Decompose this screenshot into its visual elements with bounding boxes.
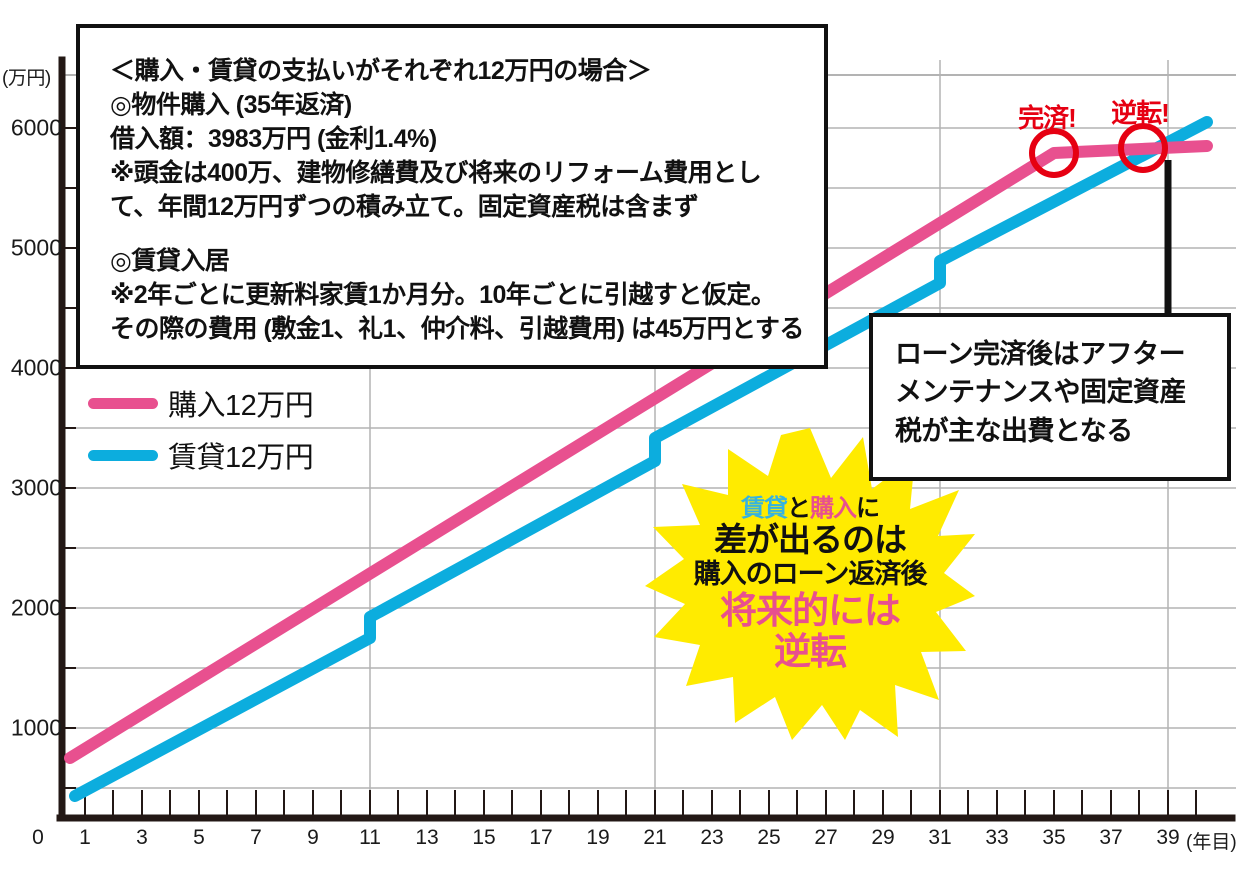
x-axis-ticks — [84, 790, 1197, 818]
x-tick-31: 31 — [928, 826, 952, 849]
x-tick-23: 23 — [700, 826, 724, 849]
assumptions-line-2: ◎物件購入 (35年返済) — [110, 91, 352, 119]
x-tick-13: 13 — [415, 826, 439, 849]
assumptions-line-5: て、年間12万円ずつの積み立て。固定資産税は含まず — [110, 193, 699, 221]
reversal-marker-circle — [1118, 123, 1168, 173]
legend-item-purchase[interactable]: 購入12万円 — [88, 382, 314, 424]
after-loan-callout: ローン完済後はアフター メンテナンスや固定資産 税が主な出費となる — [869, 313, 1231, 481]
legend-item-rent[interactable]: 賃貸12万円 — [88, 434, 314, 476]
x-tick-25: 25 — [757, 826, 781, 849]
x-tick-9: 9 — [307, 826, 319, 849]
after-loan-line-1: ローン完済後はアフター — [895, 339, 1186, 369]
x-axis-unit-label: (年目) — [1186, 832, 1236, 853]
y-tick-5000: 5000 — [10, 234, 62, 261]
assumptions-spacer — [110, 224, 798, 244]
legend-swatch-purchase — [88, 397, 158, 409]
x-tick-27: 27 — [814, 826, 838, 849]
x-tick-0: 0 — [32, 826, 44, 849]
assumptions-line-3: 借入額：3983万円 (金利1.4%) — [110, 125, 437, 153]
assumptions-line-8: その際の費用 (敷金1、礼1、仲介料、引越費用) は45万円とする — [110, 315, 804, 343]
reversal-event-label: 逆転! — [1111, 98, 1170, 128]
x-tick-21: 21 — [643, 826, 667, 849]
assumptions-callout: ＜購入・賃貸の支払いがそれぞれ12万円の場合＞ ◎物件購入 (35年返済) 借入… — [76, 24, 828, 369]
x-tick-3: 3 — [136, 826, 148, 849]
y-tick-6000: 6000 — [10, 114, 62, 141]
y-tick-2000: 2000 — [10, 594, 62, 621]
x-tick-7: 7 — [250, 826, 262, 849]
legend-swatch-rent — [88, 449, 158, 461]
after-loan-line-3: 税が主な出費となる — [895, 415, 1133, 446]
chart-legend: 購入12万円 賃貸12万円 — [88, 382, 314, 476]
y-axis-unit-label: (万円) — [2, 68, 51, 89]
legend-label-purchase: 購入12万円 — [168, 390, 314, 422]
x-tick-1: 1 — [79, 826, 91, 849]
y-tick-4000: 4000 — [10, 354, 62, 381]
x-tick-11: 11 — [359, 826, 381, 849]
series-line-purchase — [64, 140, 1213, 764]
x-tick-39: 39 — [1156, 826, 1180, 849]
series-line-rent — [69, 116, 1213, 802]
assumptions-line-7: ※2年ごとに更新料家賃1か月分。10年ごとに引越すと仮定。 — [110, 281, 776, 309]
y-tick-1000: 1000 — [10, 714, 62, 741]
x-tick-29: 29 — [871, 826, 895, 849]
starburst-shape — [645, 428, 975, 740]
x-tick-5: 5 — [193, 826, 205, 849]
assumptions-line-4: ※頭金は400万、建物修繕費及び将来のリフォーム費用とし — [110, 159, 762, 187]
payoff-event-label: 完済! — [1018, 103, 1077, 133]
y-tick-3000: 3000 — [10, 474, 62, 501]
legend-label-rent: 賃貸12万円 — [168, 442, 314, 474]
x-tick-19: 19 — [586, 826, 610, 849]
axis-lines — [56, 56, 1236, 822]
assumptions-line-1: ＜購入・賃貸の支払いがそれぞれ12万円の場合＞ — [110, 57, 652, 85]
after-loan-line-2: メンテナンスや固定資産 — [895, 377, 1186, 408]
x-tick-17: 17 — [529, 826, 553, 849]
x-tick-35: 35 — [1042, 826, 1066, 849]
y-axis-tick-labels: 6000 5000 4000 3000 2000 1000 — [0, 0, 62, 876]
assumptions-line-6: ◎賃貸入居 — [110, 247, 230, 275]
payoff-marker-circle — [1029, 128, 1079, 178]
x-tick-15: 15 — [472, 826, 496, 849]
x-tick-37: 37 — [1099, 826, 1123, 849]
x-tick-33: 33 — [985, 826, 1009, 849]
